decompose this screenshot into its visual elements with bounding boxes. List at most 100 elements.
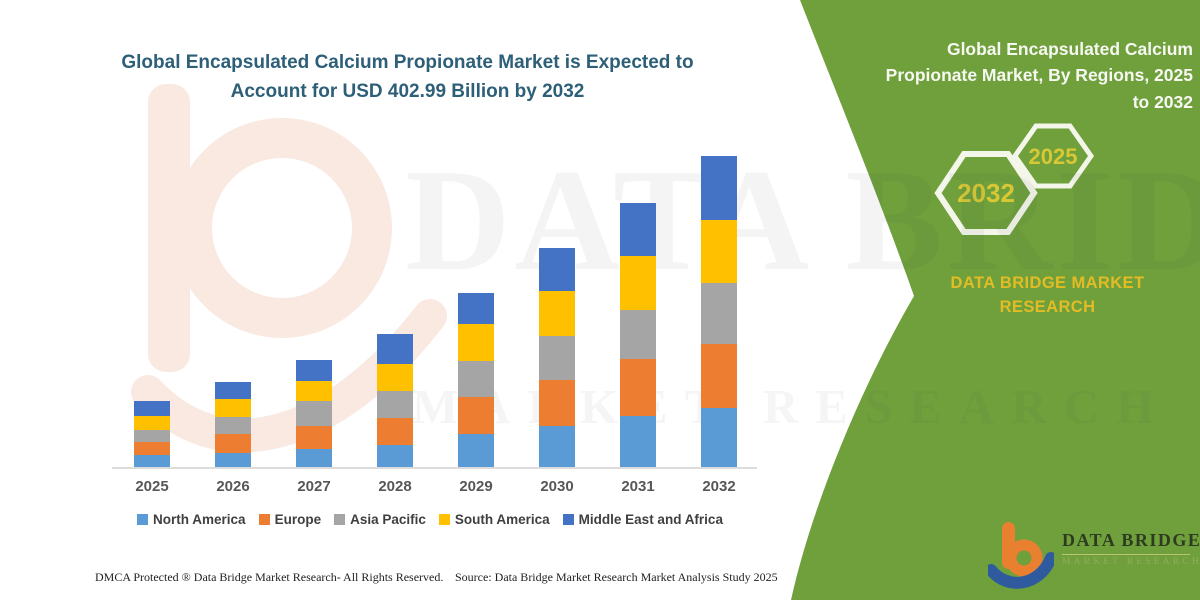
text-line: to 2032 (1132, 91, 1193, 112)
bar-segment-asia-pacific (620, 310, 656, 360)
x-tick-2030: 2030 (540, 478, 574, 495)
bar-segment-europe (296, 426, 332, 449)
legend-label: North America (153, 512, 246, 527)
watermark-text-data-bridge: DATA BRIDGE (405, 139, 1200, 301)
bar-segment-middle-east-and-africa (134, 401, 170, 417)
bar-2030 (539, 248, 575, 468)
bar-segment-north-america (701, 408, 737, 468)
bar-segment-europe (377, 417, 413, 445)
legend-item-europe: Europe (258, 512, 321, 527)
bar-segment-south-america (134, 416, 170, 431)
legend-item-north-america: North America (137, 512, 246, 527)
hexagon-2032 (934, 151, 1038, 235)
bar-segment-middle-east-and-africa (701, 155, 737, 220)
bar-segment-asia-pacific (539, 336, 575, 381)
legend-swatch-icon (562, 514, 574, 525)
bar-segment-north-america (215, 452, 251, 468)
brand-subtitle: MARKET RESEARCH (1062, 557, 1200, 567)
bar-segment-middle-east-and-africa (215, 382, 251, 399)
watermark-logo-bowl (172, 118, 392, 338)
logo-stem (1002, 522, 1015, 569)
brand-rule (1062, 554, 1190, 555)
bar-segment-europe (458, 397, 494, 434)
bar-segment-europe (701, 344, 737, 408)
bar-2031 (620, 203, 656, 468)
x-axis-line (112, 467, 757, 469)
legend-label: South America (454, 512, 550, 527)
x-axis-labels: 2025 2026 2027 2028 2029 2030 2031 2032 (134, 478, 737, 495)
bar-segment-middle-east-and-africa (620, 203, 656, 256)
bar-segment-europe (215, 434, 251, 453)
bar-segment-south-america (296, 380, 332, 402)
x-tick-2032: 2032 (702, 478, 736, 495)
brand-logo-b-icon (988, 522, 1054, 589)
legend-swatch-icon (258, 514, 270, 525)
bar-segment-asia-pacific (296, 401, 332, 427)
bar-segment-south-america (620, 255, 656, 311)
legend-item-south-america: South America (438, 512, 550, 527)
text-line: RESEARCH (999, 297, 1096, 316)
legend-swatch-icon (137, 514, 149, 525)
bar-segment-middle-east-and-africa (539, 248, 575, 292)
bar-segment-middle-east-and-africa (377, 334, 413, 364)
bar-segment-south-america (215, 398, 251, 417)
bar-2026 (215, 382, 251, 468)
bar-segment-south-america (458, 324, 494, 362)
bar-2027 (296, 359, 332, 468)
bar-segment-middle-east-and-africa (458, 292, 494, 325)
dmca-notice: DMCA Protected ® Data Bridge Market Rese… (95, 570, 444, 584)
bar-segment-middle-east-and-africa (296, 359, 332, 381)
brand-caption: DATA BRIDGE MARKET RESEARCH (900, 272, 1195, 320)
x-tick-2031: 2031 (621, 478, 655, 495)
hexagon-2025-year: 2025 (1029, 144, 1078, 169)
logo-swoosh (988, 552, 1054, 589)
panel-title: Global Encapsulated Calcium Propionate Ma… (825, 36, 1193, 115)
x-tick-2029: 2029 (459, 478, 493, 495)
bar-2032 (701, 155, 737, 468)
bar-segment-north-america (458, 433, 494, 468)
bar-segment-asia-pacific (701, 282, 737, 345)
bar-2025 (134, 401, 170, 468)
legend-swatch-icon (438, 514, 450, 525)
x-tick-2027: 2027 (297, 478, 331, 495)
bar-2029 (458, 292, 494, 468)
source-note: Source: Data Bridge Market Research Mark… (455, 570, 778, 584)
brand-logo-block: DATA BRIDGE MARKET RESEARCH (988, 520, 1200, 590)
chart-legend: North America Europe Asia Pacific South Ame… (95, 512, 765, 527)
chart-title: Global Encapsulated Calcium Propionate M… (121, 52, 694, 103)
green-panel-shape (791, 0, 1200, 600)
brand-text: DATA BRIDGE MARKET RESEARCH (1062, 520, 1200, 567)
watermark-logo-stem (148, 84, 190, 372)
bar-segment-south-america (701, 219, 737, 283)
bar-segment-asia-pacific (377, 391, 413, 418)
bar-2028 (377, 334, 413, 468)
bar-segment-europe (134, 442, 170, 456)
bar-segment-south-america (539, 291, 575, 337)
bar-segment-europe (539, 380, 575, 427)
brand-name: DATA BRIDGE (1062, 530, 1200, 550)
bar-segment-south-america (377, 363, 413, 392)
text-line: Propionate Market, By Regions, 2025 (885, 65, 1193, 86)
watermark-text-market-research: MARKET RESEARCH (412, 379, 1172, 434)
text-line: DATA BRIDGE MARKET (950, 274, 1145, 292)
legend-item-asia-pacific: Asia Pacific (334, 512, 426, 527)
bar-segment-north-america (296, 449, 332, 468)
bar-segment-europe (620, 359, 656, 417)
legend-swatch-icon (334, 514, 346, 525)
legend-label: Asia Pacific (350, 512, 426, 527)
bar-chart (134, 148, 737, 468)
bar-segment-asia-pacific (134, 430, 170, 443)
hexagon-2032-year: 2032 (957, 178, 1015, 208)
x-tick-2025: 2025 (135, 478, 169, 495)
hexagon-2025 (1011, 123, 1095, 189)
bar-segment-asia-pacific (458, 361, 494, 398)
bar-segment-asia-pacific (215, 416, 251, 435)
legend-label: Middle East and Africa (578, 512, 723, 527)
bar-segment-north-america (134, 455, 170, 468)
bar-segment-north-america (620, 416, 656, 468)
text-line: Global Encapsulated Calcium (946, 39, 1193, 59)
bar-segment-north-america (539, 426, 575, 468)
x-tick-2028: 2028 (378, 478, 412, 495)
